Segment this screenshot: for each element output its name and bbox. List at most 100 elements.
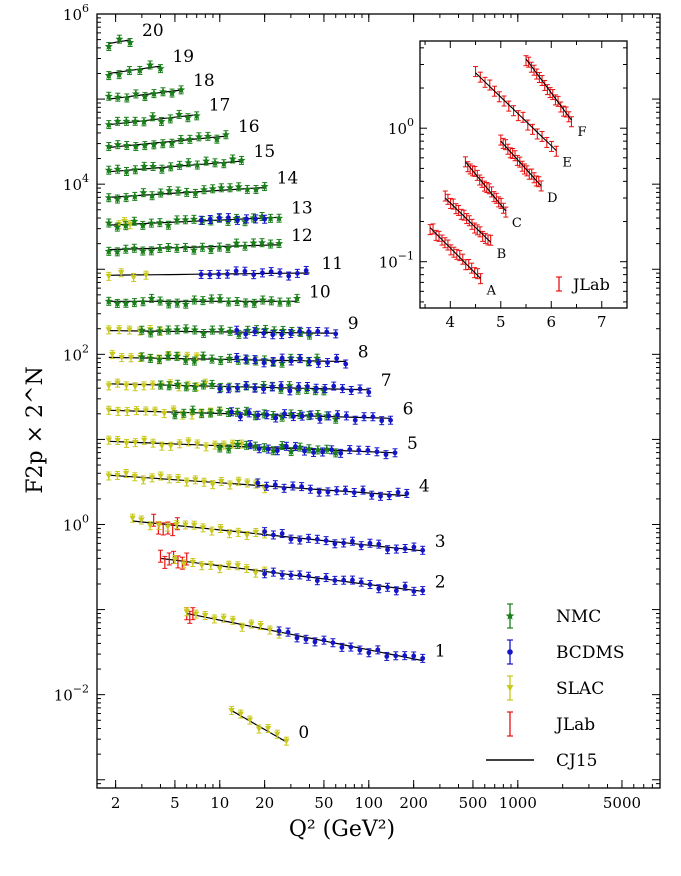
data-point-bcdms	[314, 576, 320, 586]
data-point-nmc-marker	[104, 120, 113, 128]
data-point-slac	[118, 353, 125, 363]
data-point-bcdms	[272, 480, 278, 490]
data-point-nmc	[155, 243, 164, 253]
data-point-bcdms	[225, 213, 231, 223]
data-point-jlab	[184, 552, 190, 566]
data-point-bcdms-marker	[225, 215, 231, 220]
data-point-nmc-marker	[165, 186, 174, 194]
data-point-slac	[140, 435, 148, 445]
data-point-bcdms-marker	[352, 417, 358, 423]
data-point-bcdms-marker	[255, 412, 261, 418]
data-point-bcdms	[288, 534, 294, 544]
data-point-bcdms	[279, 330, 285, 340]
data-point-slac	[105, 271, 112, 281]
data-point-slac-marker	[185, 439, 192, 446]
data-point-nmc-marker	[172, 352, 181, 360]
data-point-bcdms	[324, 327, 330, 337]
data-point-bcdms	[393, 651, 399, 661]
data-point-nmc	[130, 191, 139, 201]
x-tick-label: 5	[170, 794, 180, 812]
data-point-nmc	[164, 325, 173, 335]
data-point-bcdms-marker	[323, 538, 329, 544]
data-point-slac	[105, 405, 112, 415]
data-point-nmc	[206, 408, 215, 418]
data-point-nmc	[168, 88, 176, 98]
data-point-bcdms-marker	[306, 329, 312, 335]
data-point-bcdms-marker	[264, 483, 269, 489]
data-point-slac-marker	[174, 475, 182, 482]
data-point-nmc	[149, 140, 158, 150]
data-point-bcdms	[420, 545, 426, 555]
data-point-nmc-marker	[182, 382, 191, 391]
data-point-bcdms-marker	[256, 446, 262, 452]
data-point-nmc	[122, 141, 131, 151]
data-point-bcdms	[352, 415, 358, 425]
data-point-nmc-marker	[130, 192, 139, 200]
data-point-nmc-marker	[182, 324, 190, 333]
data-point-nmc-marker	[278, 413, 287, 421]
data-point-nmc	[115, 34, 124, 44]
data-point-nmc	[198, 242, 207, 252]
data-point-bcdms-marker	[234, 327, 240, 333]
data-point-nmc	[275, 297, 284, 307]
data-point-slac	[283, 736, 290, 746]
data-point-nmc-marker	[207, 245, 215, 253]
data-point-bcdms-marker	[393, 546, 399, 552]
data-point-nmc-marker	[221, 130, 230, 139]
data-point-slac-marker	[171, 556, 179, 563]
data-point-slac-marker	[252, 529, 260, 536]
legend-marker	[505, 611, 515, 620]
data-point-bcdms	[315, 358, 321, 368]
data-point-nmc-marker	[243, 185, 252, 193]
data-point-nmc-marker	[199, 351, 208, 360]
data-point-slac	[216, 564, 223, 574]
data-point-slac	[124, 407, 131, 417]
data-point-nmc-marker	[211, 158, 219, 167]
data-point-bcdms-marker	[348, 388, 354, 393]
bin-8: 8	[108, 342, 369, 369]
bin-15: 15	[104, 142, 275, 176]
data-point-nmc-marker	[130, 244, 139, 252]
data-point-slac	[130, 272, 137, 282]
data-point-slac-marker	[216, 566, 223, 572]
data-point-bcdms-marker	[262, 571, 268, 577]
data-point-nmc-marker	[189, 245, 198, 254]
data-point-nmc-marker	[217, 325, 226, 334]
data-point-bcdms-marker	[420, 588, 426, 593]
data-point-nmc-marker	[207, 294, 216, 303]
data-point-nmc	[104, 120, 113, 130]
data-point-slac	[180, 559, 188, 569]
data-point-bcdms	[384, 651, 390, 661]
bin-label: 11	[321, 254, 343, 274]
data-point-nmc	[197, 409, 206, 419]
data-point-nmc-marker	[113, 222, 122, 231]
data-point-bcdms	[279, 529, 285, 539]
data-point-bcdms	[311, 447, 317, 457]
data-point-bcdms	[277, 268, 283, 278]
data-point-nmc-marker	[113, 299, 122, 307]
data-point-nmc	[122, 193, 131, 203]
data-point-nmc	[165, 381, 174, 391]
data-point-nmc-marker	[121, 221, 130, 230]
data-point-bcdms-marker	[334, 355, 340, 361]
data-point-bcdms-marker	[279, 355, 285, 361]
data-point-slac-marker	[164, 524, 172, 531]
data-point-nmc	[131, 89, 140, 99]
data-point-bcdms-marker	[316, 360, 321, 366]
data-point-bcdms-marker	[343, 487, 348, 493]
data-point-bcdms-marker	[325, 360, 330, 365]
x-tick-label: 5000	[603, 794, 641, 812]
data-point-slac	[264, 723, 272, 733]
data-point-nmc	[159, 87, 167, 97]
data-point-nmc	[122, 93, 131, 103]
data-point-slac	[235, 527, 242, 537]
data-point-nmc	[113, 116, 122, 126]
data-point-slac	[255, 724, 263, 734]
data-point-nmc	[104, 41, 113, 51]
data-point-nmc-marker	[208, 325, 217, 334]
data-point-bcdms	[234, 215, 240, 225]
data-point-nmc	[313, 445, 322, 455]
data-point-bcdms	[264, 410, 270, 420]
data-point-bcdms	[358, 577, 364, 587]
data-point-nmc-marker	[331, 448, 340, 457]
